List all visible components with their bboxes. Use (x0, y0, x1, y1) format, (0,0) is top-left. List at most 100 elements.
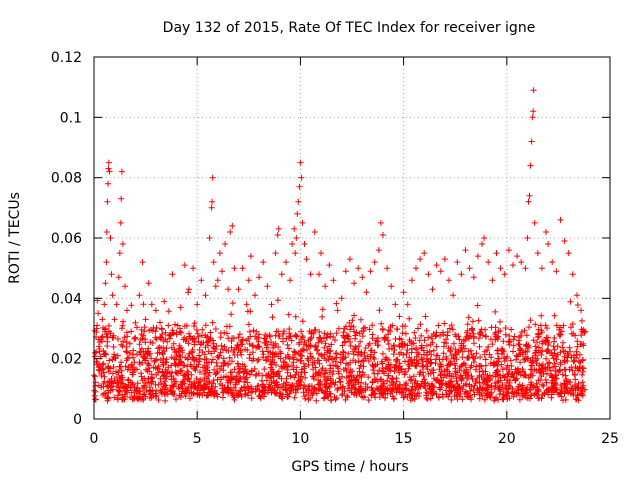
data-point (491, 395, 498, 402)
data-point (128, 328, 135, 335)
data-point (301, 338, 308, 345)
data-point (245, 321, 252, 328)
data-point (148, 355, 155, 362)
data-point (177, 368, 184, 375)
data-point (101, 378, 108, 385)
data-point (229, 222, 236, 229)
data-point (477, 362, 484, 369)
data-point (393, 375, 400, 382)
data-point (142, 339, 149, 346)
data-point (420, 369, 426, 376)
data-point (302, 395, 309, 402)
data-point (245, 277, 252, 284)
data-point (404, 394, 411, 401)
data-point (508, 363, 515, 369)
data-point (114, 352, 121, 359)
data-point (159, 326, 165, 333)
data-point (166, 332, 172, 339)
data-point (228, 375, 235, 382)
data-point (497, 265, 504, 272)
data-point (475, 389, 482, 396)
data-point (569, 385, 575, 392)
data-point (575, 358, 582, 365)
data-point (173, 378, 179, 385)
data-point (275, 333, 282, 340)
data-point (384, 265, 391, 272)
data-point (378, 320, 385, 327)
data-point (412, 335, 419, 341)
data-point (253, 328, 260, 335)
data-point (368, 392, 375, 399)
data-point (340, 355, 347, 362)
data-point (223, 347, 230, 354)
data-point (281, 328, 288, 335)
data-point (556, 332, 563, 339)
data-point (227, 229, 234, 235)
data-point (267, 374, 274, 381)
data-point (502, 325, 509, 331)
data-point (574, 292, 580, 299)
data-point (361, 394, 368, 400)
data-point (378, 382, 385, 389)
data-point (415, 384, 422, 391)
data-point (231, 265, 238, 272)
data-point (448, 396, 455, 403)
data-point (508, 390, 515, 397)
data-point (457, 373, 464, 380)
data-point (242, 383, 249, 390)
data-point (510, 393, 517, 400)
data-point (458, 271, 465, 278)
data-point (94, 322, 101, 329)
data-point (104, 383, 110, 390)
data-point (281, 359, 288, 366)
data-point (103, 331, 110, 338)
data-point (179, 347, 186, 354)
x-tick-label: 10 (291, 431, 309, 447)
data-point (267, 333, 274, 340)
data-point (572, 387, 579, 393)
data-point (109, 380, 116, 387)
data-point (107, 330, 114, 337)
data-point (225, 335, 232, 342)
data-point (433, 343, 440, 350)
data-point (330, 368, 337, 374)
data-point (481, 235, 488, 241)
data-point (162, 382, 169, 389)
data-point (318, 250, 324, 257)
data-point (506, 333, 513, 339)
data-point (390, 351, 397, 358)
data-point (446, 361, 453, 368)
data-point (411, 329, 418, 336)
data-point (274, 232, 281, 238)
x-axis-label: GPS time / hours (291, 459, 408, 475)
data-point (299, 333, 306, 340)
data-point (365, 342, 372, 349)
data-point (129, 380, 136, 386)
data-point (569, 367, 576, 374)
data-point (400, 385, 406, 392)
data-point (505, 247, 512, 254)
data-point (522, 355, 529, 362)
data-point (257, 395, 264, 402)
data-point (340, 333, 347, 339)
data-point (200, 382, 207, 389)
data-point (559, 371, 566, 378)
data-point (272, 390, 279, 397)
data-point (219, 394, 226, 401)
data-point (159, 350, 166, 356)
data-point (478, 326, 485, 333)
data-point (335, 370, 342, 377)
data-point (563, 376, 570, 383)
data-point (98, 384, 105, 391)
data-point (192, 367, 199, 374)
data-point (295, 198, 302, 205)
data-point (148, 380, 155, 387)
data-point (452, 365, 459, 372)
data-point (385, 327, 392, 334)
data-point (350, 357, 357, 364)
data-point (532, 343, 539, 350)
data-point (157, 375, 164, 382)
data-point (199, 332, 205, 339)
data-point (354, 379, 361, 386)
data-point (543, 379, 550, 386)
